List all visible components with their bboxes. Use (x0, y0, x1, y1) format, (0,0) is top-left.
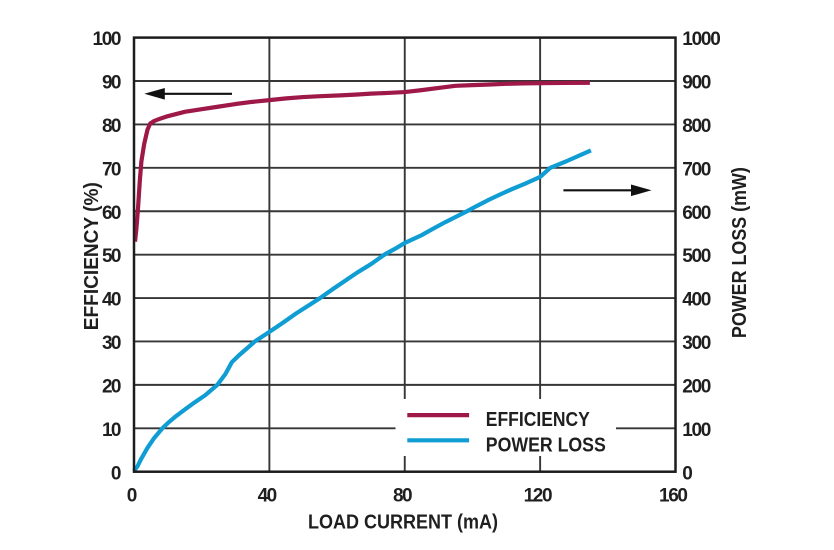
svg-text:100: 100 (93, 29, 122, 50)
svg-text:100: 100 (682, 420, 711, 441)
svg-text:40: 40 (102, 290, 122, 311)
svg-text:POWER LOSS (mW): POWER LOSS (mW) (729, 167, 751, 338)
svg-text:800: 800 (682, 116, 711, 137)
svg-text:0: 0 (127, 486, 138, 507)
svg-text:60: 60 (102, 203, 122, 224)
svg-text:1000: 1000 (682, 29, 721, 50)
svg-text:30: 30 (102, 333, 122, 354)
svg-text:40: 40 (258, 486, 278, 507)
svg-text:70: 70 (102, 159, 122, 180)
svg-text:80: 80 (393, 486, 413, 507)
svg-text:EFFICIENCY: EFFICIENCY (486, 409, 591, 431)
svg-text:LOAD CURRENT (mA): LOAD CURRENT (mA) (308, 512, 498, 534)
svg-text:90: 90 (102, 73, 122, 94)
svg-text:300: 300 (682, 333, 711, 354)
svg-text:EFFICIENCY (%): EFFICIENCY (%) (81, 182, 103, 330)
svg-text:400: 400 (682, 290, 711, 311)
svg-text:120: 120 (524, 486, 553, 507)
svg-text:10: 10 (102, 420, 122, 441)
svg-text:600: 600 (682, 203, 711, 224)
svg-text:80: 80 (102, 116, 122, 137)
svg-text:500: 500 (682, 246, 711, 267)
svg-text:700: 700 (682, 159, 711, 180)
svg-text:0: 0 (682, 463, 693, 484)
svg-text:900: 900 (682, 73, 711, 94)
svg-text:50: 50 (102, 246, 122, 267)
svg-text:160: 160 (659, 486, 688, 507)
svg-text:0: 0 (111, 463, 122, 484)
svg-text:20: 20 (102, 377, 122, 398)
svg-text:POWER LOSS: POWER LOSS (486, 434, 606, 456)
svg-text:200: 200 (682, 377, 711, 398)
